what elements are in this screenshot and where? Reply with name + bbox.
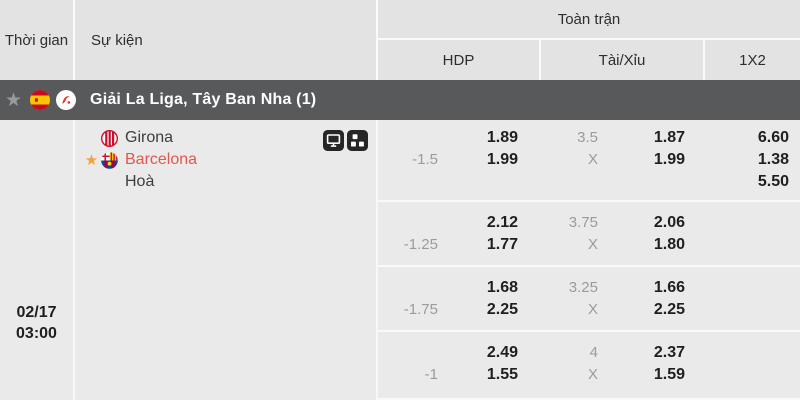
match-time: 02/17 03:00 [0, 120, 73, 400]
ou-line-value: 3.25 [568, 279, 598, 296]
spain-flag-icon [30, 90, 51, 110]
table-header: Thời gian Sự kiện Toàn trận HDP Tài/Xỉu … [0, 0, 800, 80]
1x2-market-cell [703, 202, 800, 265]
home-team-row[interactable]: ★ Girona [75, 127, 376, 149]
market-row: -1.75 1.68 2.25 3.25 X 1.66 2.25 [378, 265, 800, 330]
hdp-line-spacer [378, 277, 438, 299]
live-stream-icon[interactable] [323, 130, 344, 151]
laliga-logo-icon [56, 90, 77, 110]
away-team-row[interactable]: ★ [75, 149, 376, 171]
draw-row: ★ Hoà [75, 171, 376, 193]
ou-line-x: X [587, 301, 598, 318]
hdp-odd-away[interactable]: 2.25 [486, 301, 518, 318]
over-under-market-cell: 4 X 2.37 1.59 [539, 332, 703, 398]
hdp-line-value: -1.5 [412, 151, 438, 168]
hdp-line-spacer [378, 127, 438, 149]
league-title[interactable]: Giải La Liga, Tây Ban Nha (1) [90, 91, 317, 108]
1x2-market-cell: 6.60 1.38 5.50 [703, 120, 800, 200]
ou-odd-under[interactable]: 2.25 [653, 301, 685, 318]
hdp-line-spacer [378, 212, 438, 234]
ou-odd-under[interactable]: 1.59 [653, 366, 685, 383]
col-header-full-match: Toàn trận [378, 0, 800, 40]
hdp-odd-home[interactable]: 1.68 [486, 279, 518, 296]
hdp-market-cell: -1.75 1.68 2.25 [378, 267, 539, 330]
over-under-market-cell: 3.5 X 1.87 1.99 [539, 120, 703, 200]
match-kickoff: 03:00 [16, 325, 57, 342]
favorite-star-icon[interactable]: ★ [84, 151, 99, 169]
hdp-line-value: -1 [424, 366, 438, 383]
market-row: -1.25 2.12 1.77 3.75 X 2.06 1.80 [378, 200, 800, 265]
ou-line-value: 3.5 [577, 129, 598, 146]
hdp-market-cell: -1.25 2.12 1.77 [378, 202, 539, 265]
col-header-odds-group: Toàn trận HDP Tài/Xỉu 1X2 [376, 0, 800, 80]
1x2-odd-away[interactable]: 1.38 [757, 151, 789, 168]
home-team-name[interactable]: Girona [125, 129, 174, 146]
girona-badge-icon [101, 129, 118, 147]
match-block: 02/17 03:00 ★ Girona [0, 120, 800, 400]
match-stats-icon[interactable] [347, 130, 368, 151]
hdp-odd-home[interactable]: 1.89 [486, 129, 518, 146]
col-header-time: Thời gian [4, 31, 69, 49]
ou-line-value: 4 [589, 344, 598, 361]
ou-odd-over[interactable]: 1.87 [653, 129, 685, 146]
league-band: ★ Giải La Liga, Tây Ban Nha (1) [0, 80, 800, 120]
1x2-odd-draw[interactable]: 5.50 [757, 173, 789, 190]
1x2-odd-home[interactable]: 6.60 [757, 129, 789, 146]
hdp-line-value: -1.25 [403, 236, 438, 253]
hdp-odd-home[interactable]: 2.49 [486, 344, 518, 361]
hdp-odd-away[interactable]: 1.55 [486, 366, 518, 383]
draw-label: Hoà [125, 173, 155, 190]
ou-line-x: X [587, 151, 598, 168]
hdp-line-value: -1.75 [403, 301, 438, 318]
away-team-name[interactable]: Barcelona [125, 151, 198, 168]
event-cell: ★ Girona ★ [73, 120, 376, 400]
odds-cell-group: -1.5 1.89 1.99 3.5 X 1.87 1.99 [376, 120, 800, 400]
ou-line-value: 3.75 [568, 214, 598, 231]
match-date: 02/17 [16, 304, 57, 321]
ou-odd-under[interactable]: 1.99 [653, 151, 685, 168]
over-under-market-cell: 3.75 X 2.06 1.80 [539, 202, 703, 265]
col-header-over-under: Tài/Xỉu [539, 40, 703, 80]
hdp-market-cell: -1.5 1.89 1.99 [378, 120, 539, 200]
hdp-odd-away[interactable]: 1.99 [486, 151, 518, 168]
ou-odd-over[interactable]: 2.37 [653, 344, 685, 361]
draw-star-placeholder: ★ [83, 175, 100, 190]
barcelona-badge-icon [101, 151, 118, 169]
ou-odd-over[interactable]: 2.06 [653, 214, 685, 231]
col-header-1x2: 1X2 [703, 40, 800, 80]
league-favorite-star-icon[interactable]: ★ [5, 89, 23, 111]
hdp-line-spacer [378, 342, 438, 364]
hdp-market-cell: -1 2.49 1.55 [378, 332, 539, 398]
market-row: -1.5 1.89 1.99 3.5 X 1.87 1.99 [378, 120, 800, 200]
col-header-event: Sự kiện [73, 0, 376, 80]
ou-line-x: X [587, 366, 598, 383]
over-under-market-cell: 3.25 X 1.66 2.25 [539, 267, 703, 330]
hdp-odd-away[interactable]: 1.77 [486, 236, 518, 253]
ou-odd-over[interactable]: 1.66 [653, 279, 685, 296]
ou-line-x: X [587, 236, 598, 253]
ou-odd-under[interactable]: 1.80 [653, 236, 685, 253]
hdp-odd-home[interactable]: 2.12 [486, 214, 518, 231]
col-header-hdp: HDP [442, 51, 475, 69]
market-row: -1 2.49 1.55 4 X 2.37 1.59 [378, 330, 800, 400]
1x2-market-cell [703, 332, 800, 398]
1x2-market-cell [703, 267, 800, 330]
home-star-placeholder: ★ [83, 131, 100, 146]
